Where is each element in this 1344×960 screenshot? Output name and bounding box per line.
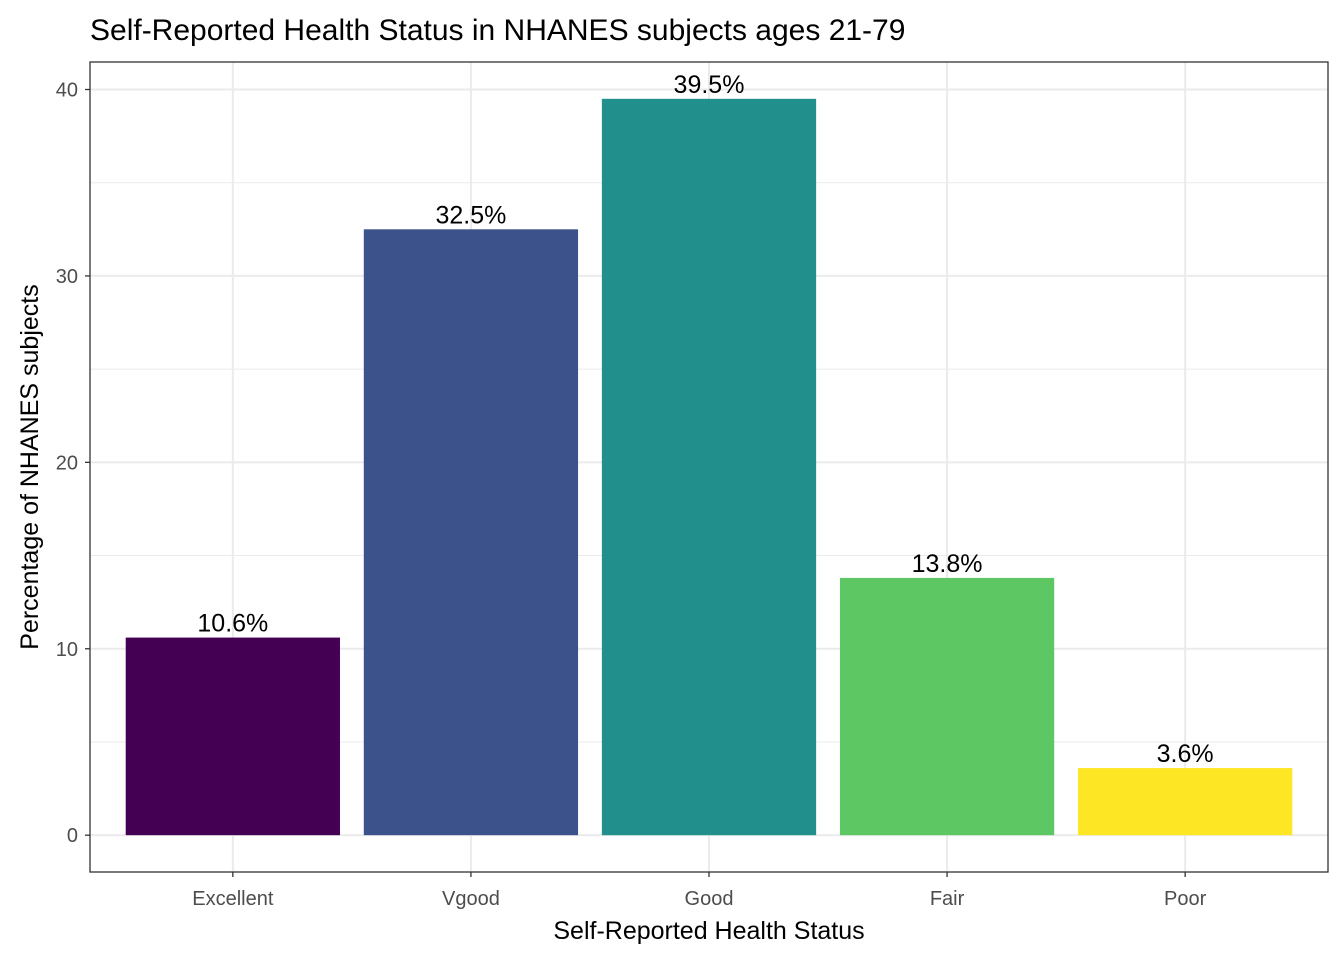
x-axis-title: Self-Reported Health Status [553, 917, 864, 945]
bar-fair [839, 577, 1055, 836]
bar-value-label: 32.5% [435, 201, 506, 229]
y-axis: 0 10 20 30 40 [56, 79, 90, 847]
bar-excellent [125, 637, 340, 836]
x-tick-label: Vgood [442, 888, 500, 910]
bar-labels: 10.6% 32.5% 39.5% 13.8% 3.6% [197, 71, 1213, 768]
bar-good [601, 98, 817, 836]
y-tick-label: 30 [56, 266, 78, 288]
x-tick-label: Poor [1164, 888, 1207, 910]
bars [125, 98, 1293, 836]
y-tick-label: 10 [56, 639, 78, 661]
y-tick-label: 20 [56, 452, 78, 474]
bar-value-label: 3.6% [1157, 740, 1214, 768]
y-axis-title: Percentage of NHANES subjects [16, 284, 44, 649]
x-tick-label: Excellent [192, 888, 274, 910]
x-tick-label: Fair [930, 888, 965, 910]
x-tick-label: Good [685, 888, 734, 910]
bar-value-label: 39.5% [674, 71, 745, 99]
bar-vgood [363, 229, 579, 836]
y-tick-label: 0 [67, 825, 78, 847]
bar-poor [1078, 768, 1293, 836]
bar-value-label: 13.8% [912, 550, 983, 578]
y-tick-label: 40 [56, 79, 78, 101]
x-axis: Excellent Vgood Good Fair Poor [192, 872, 1207, 910]
chart-title: Self-Reported Health Status in NHANES su… [90, 14, 905, 47]
bar-value-label: 10.6% [197, 610, 268, 638]
